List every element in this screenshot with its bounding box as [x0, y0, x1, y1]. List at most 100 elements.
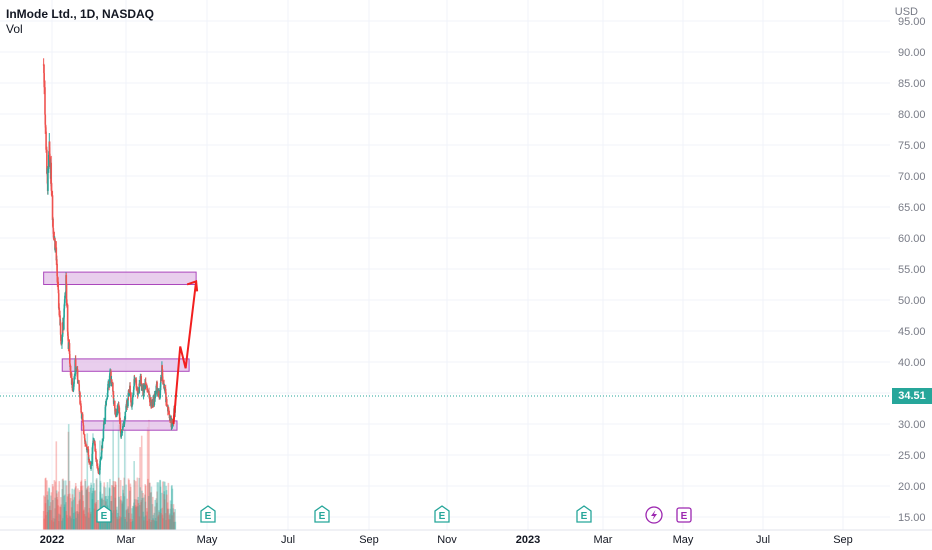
volume-bar — [150, 486, 153, 530]
volume-bar — [60, 504, 62, 530]
volume-bar — [118, 516, 121, 530]
volume-bar — [74, 511, 77, 530]
volume-bar — [169, 519, 171, 530]
candle-body — [138, 383, 141, 393]
candle-body — [86, 448, 88, 450]
time-axis[interactable]: 2022 Mar May Jul Sep Nov 2023 Mar May Jul Sep — [0, 529, 932, 546]
volume-bar — [171, 488, 174, 530]
volume-bar — [112, 421, 114, 530]
earnings-marker-label: E — [581, 511, 588, 522]
price-axis[interactable]: 15.0020.0025.0030.0035.0040.0045.0050.00… — [898, 16, 926, 524]
volume-bar — [94, 490, 96, 530]
candle-body — [63, 308, 65, 318]
price-tick-label: 90.00 — [898, 47, 926, 59]
candle-body — [82, 423, 85, 426]
candle-body — [136, 388, 139, 392]
volume-bar — [114, 497, 117, 530]
volume-bar — [133, 499, 136, 530]
volume-bar — [75, 517, 78, 530]
volume-bar — [168, 513, 171, 530]
volume-bar — [144, 501, 147, 530]
volume-bar — [44, 503, 47, 530]
volume-bar — [111, 485, 113, 530]
volume-bar — [118, 477, 120, 530]
volume-bar — [130, 513, 133, 530]
candle-body — [50, 189, 53, 196]
volume-bar — [72, 512, 75, 530]
candle-body — [129, 385, 131, 393]
volume-indicator-label[interactable]: Vol — [6, 22, 23, 36]
candle-body — [103, 420, 106, 424]
volume-bar — [127, 506, 130, 530]
volume-bar — [64, 480, 67, 530]
volume-bar — [61, 489, 64, 530]
volume-bar — [90, 482, 92, 530]
candle-body — [71, 381, 74, 391]
candle-body — [69, 365, 72, 376]
volume-bar — [136, 499, 139, 530]
volume-bar — [80, 486, 82, 530]
volume-bar — [116, 506, 118, 530]
volume-bar — [157, 482, 160, 530]
earnings-marker-label: E — [439, 511, 446, 522]
candle-body — [47, 155, 50, 169]
candle-body — [164, 388, 167, 393]
volume-bar — [54, 481, 57, 530]
candle-body — [165, 399, 168, 407]
volume-bar — [69, 515, 71, 530]
volume-bar — [148, 518, 151, 530]
volume-bar — [91, 499, 94, 530]
earnings-marker-label: E — [319, 511, 326, 522]
volume-bar — [116, 519, 119, 530]
volume-bar — [74, 487, 76, 530]
volume-bar — [50, 510, 52, 530]
volume-bar — [50, 495, 52, 530]
candle-body — [59, 322, 62, 335]
volume-bar — [82, 500, 85, 530]
candle-body — [81, 414, 84, 422]
volume-bar — [46, 511, 49, 530]
volume-bar — [124, 517, 126, 530]
volume-bar — [131, 519, 134, 530]
volume-bar — [67, 431, 70, 530]
price-tick-label: 75.00 — [898, 140, 926, 152]
candle-body — [159, 390, 162, 398]
volume-bar — [57, 505, 59, 530]
projection-line — [172, 281, 198, 425]
volume-bar — [157, 514, 160, 530]
candle-body — [116, 405, 119, 414]
volume-bar — [74, 482, 77, 530]
candle-body — [158, 391, 161, 398]
volume-bar — [129, 490, 131, 530]
candle-body — [57, 293, 60, 309]
candle-body — [73, 375, 76, 378]
candle-body — [82, 430, 85, 435]
volume-bar — [67, 494, 69, 530]
symbol-title[interactable]: InMode Ltd., 1D, NASDAQ — [6, 7, 154, 21]
support-resistance-zones[interactable] — [43, 271, 197, 431]
candle-body — [65, 283, 68, 300]
volume-bar — [147, 478, 149, 530]
volume-bar — [90, 484, 93, 530]
volume-bar — [61, 520, 63, 530]
currency-label: USD — [894, 6, 918, 18]
candle-body — [127, 398, 129, 407]
projection-path[interactable] — [172, 280, 199, 425]
candle-body — [94, 443, 96, 452]
volume-bar — [116, 517, 118, 530]
candle-body — [127, 389, 130, 397]
volume-bar — [167, 509, 169, 530]
volume-bar — [148, 482, 151, 530]
candle-body — [112, 391, 115, 399]
candle-body — [109, 371, 111, 373]
volume-bars — [42, 419, 177, 530]
time-tick-label: 2023 — [516, 534, 540, 546]
price-tick-label: 45.00 — [898, 326, 926, 338]
volume-bar — [147, 495, 150, 530]
candle-body — [118, 412, 121, 421]
volume-bar — [160, 508, 162, 530]
volume-bar — [49, 502, 52, 530]
volume-bar — [163, 491, 166, 530]
